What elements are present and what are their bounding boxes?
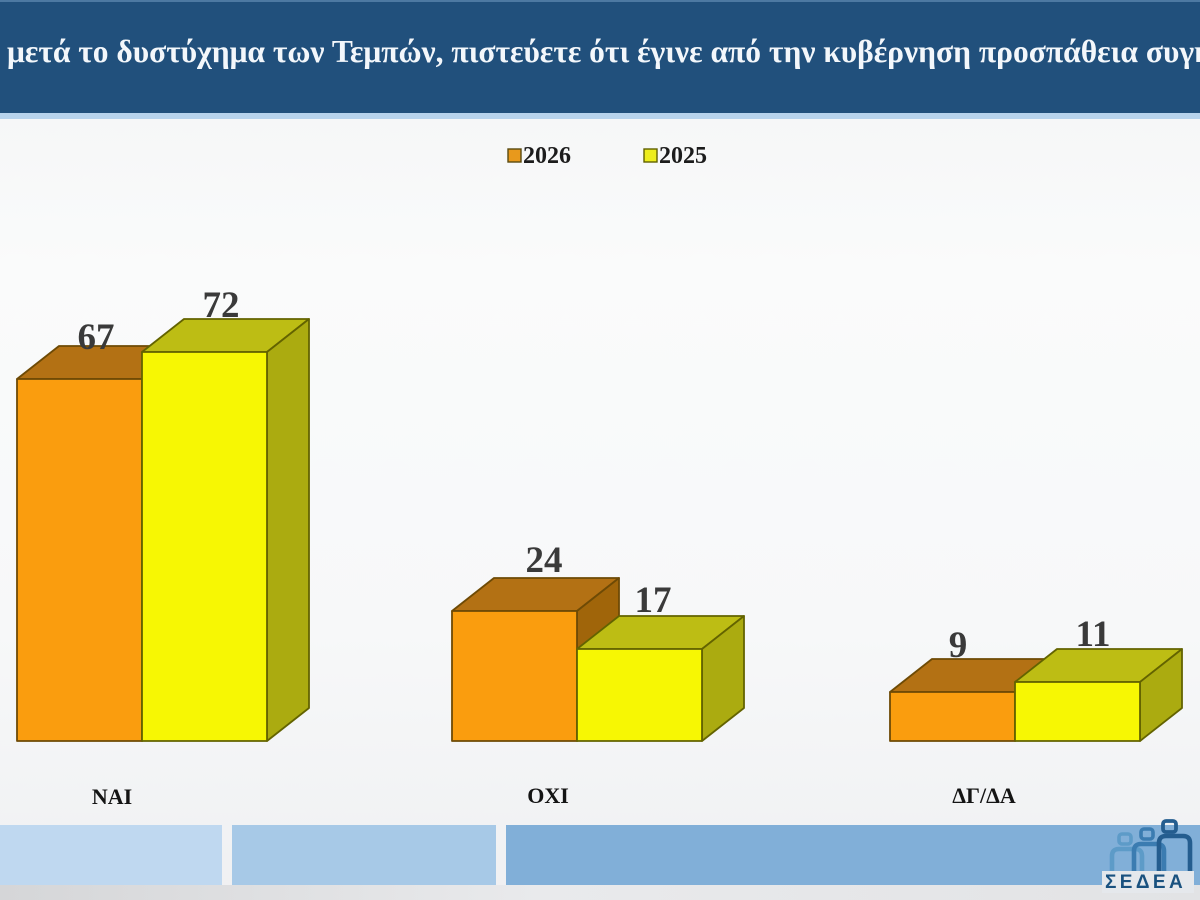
svg-text:ΟΧΙ: ΟΧΙ bbox=[527, 783, 569, 808]
svg-text:2026: 2026 bbox=[523, 143, 571, 169]
svg-text:ΔΓ/ΔΑ: ΔΓ/ΔΑ bbox=[952, 783, 1016, 808]
svg-text:72: 72 bbox=[203, 285, 240, 326]
svg-text:67: 67 bbox=[78, 317, 115, 358]
svg-text:2025: 2025 bbox=[659, 143, 707, 169]
svg-text:ΣΕΔΕΑ: ΣΕΔΕΑ bbox=[1105, 872, 1186, 893]
svg-text:24: 24 bbox=[526, 540, 563, 581]
svg-text:ΝΑΙ: ΝΑΙ bbox=[92, 784, 132, 809]
svg-text:9: 9 bbox=[949, 625, 968, 666]
svg-text:11: 11 bbox=[1076, 614, 1111, 655]
svg-text:17: 17 bbox=[635, 580, 672, 621]
